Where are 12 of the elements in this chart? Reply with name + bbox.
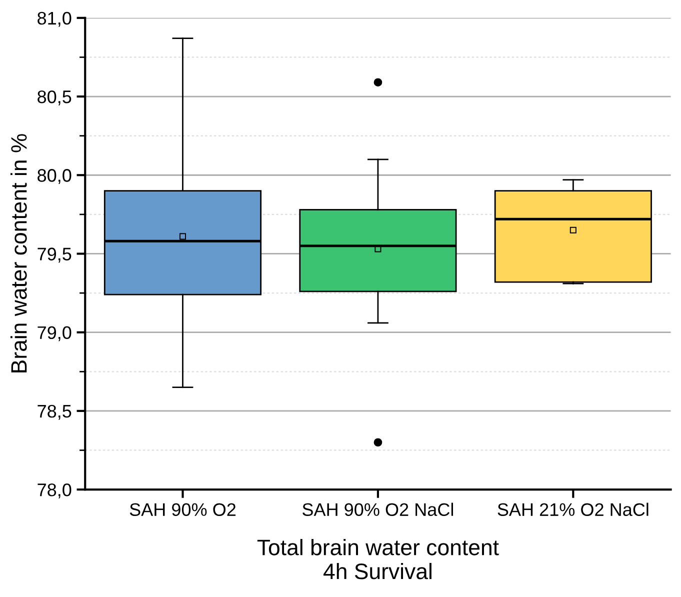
y-tick-label: 80,5 bbox=[38, 90, 72, 106]
x-axis-title: Total brain water content 4h Survival bbox=[257, 539, 499, 580]
y-axis-title: Brain water content in % bbox=[10, 134, 27, 372]
y-tick-label: 78,5 bbox=[38, 404, 72, 420]
y-tick-label: 81,0 bbox=[38, 12, 72, 27]
y-tick-label: 79,0 bbox=[38, 326, 72, 342]
x-tick-label: SAH 21% O2 NaCl bbox=[498, 502, 648, 516]
y-tick-label: 78,0 bbox=[38, 483, 72, 498]
y-tick-label: 79,5 bbox=[38, 248, 72, 263]
x-tick-label: SAH 90% O2 NaCl bbox=[302, 502, 454, 516]
y-tick-label: 80,0 bbox=[38, 169, 72, 184]
x-tick-label: SAH 90% O2 bbox=[130, 503, 236, 516]
